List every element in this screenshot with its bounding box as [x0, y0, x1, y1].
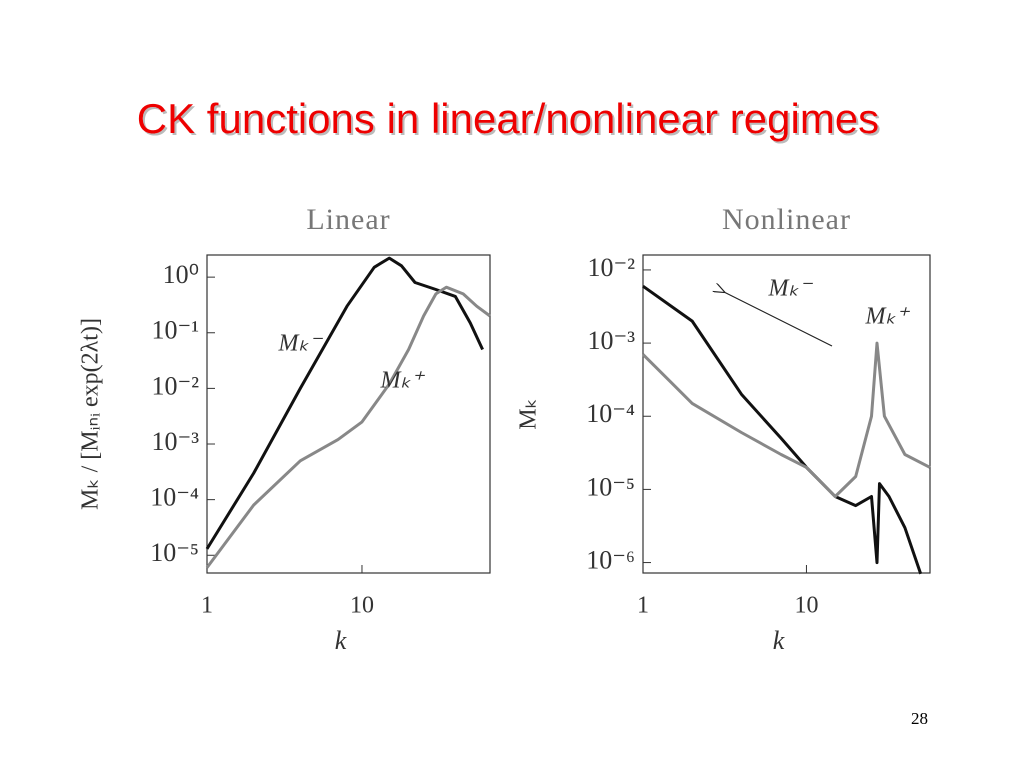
- data-line: [205, 256, 484, 550]
- plot-frame: [206, 254, 491, 574]
- y-axis-label: Mₖ: [516, 398, 542, 430]
- x-tick-label: 1: [637, 593, 649, 619]
- x-axis-label: k: [773, 626, 785, 655]
- y-tick-label: 10⁻¹: [151, 316, 199, 345]
- x-tick-label: 1: [201, 593, 213, 619]
- y-tick-label: 10⁻⁴: [150, 483, 199, 512]
- page-number: 28: [911, 709, 928, 728]
- y-tick-label: 10⁻⁵: [586, 472, 635, 501]
- series-label: Mₖ⁻: [768, 276, 814, 302]
- y-tick-label: 10⁻⁶: [586, 546, 635, 575]
- y-tick-label: 10⁻²: [151, 371, 199, 400]
- x-tick-label: 10: [794, 593, 818, 619]
- x-axis-label: k: [335, 626, 347, 655]
- y-tick-label: 10⁻³: [151, 427, 199, 456]
- arrow: [724, 292, 833, 347]
- x-tick-label: 10: [350, 593, 374, 619]
- data-line: [205, 285, 491, 569]
- series-label: Mₖ⁺: [865, 304, 911, 330]
- chart-title: Nonlinear: [722, 203, 851, 236]
- data-line: [642, 284, 923, 575]
- y-tick-label: 10⁰: [163, 260, 199, 289]
- series-label: Mₖ⁺: [380, 368, 426, 394]
- y-axis-label: Mₖ / [Mᵢₙᵢ exp(2λt)]: [78, 318, 104, 510]
- y-tick-label: 10⁻²: [587, 253, 635, 282]
- y-tick-label: 10⁻⁴: [586, 399, 635, 428]
- plot-frame: [642, 254, 931, 574]
- y-tick-label: 10⁻³: [587, 326, 635, 355]
- slide-title: CK functions in linear/nonlinear regimes: [137, 95, 879, 142]
- chart-title: Linear: [306, 203, 390, 236]
- y-tick-label: 10⁻⁵: [150, 538, 199, 567]
- series-label: Mₖ⁻: [278, 331, 324, 357]
- data-line: [641, 341, 931, 498]
